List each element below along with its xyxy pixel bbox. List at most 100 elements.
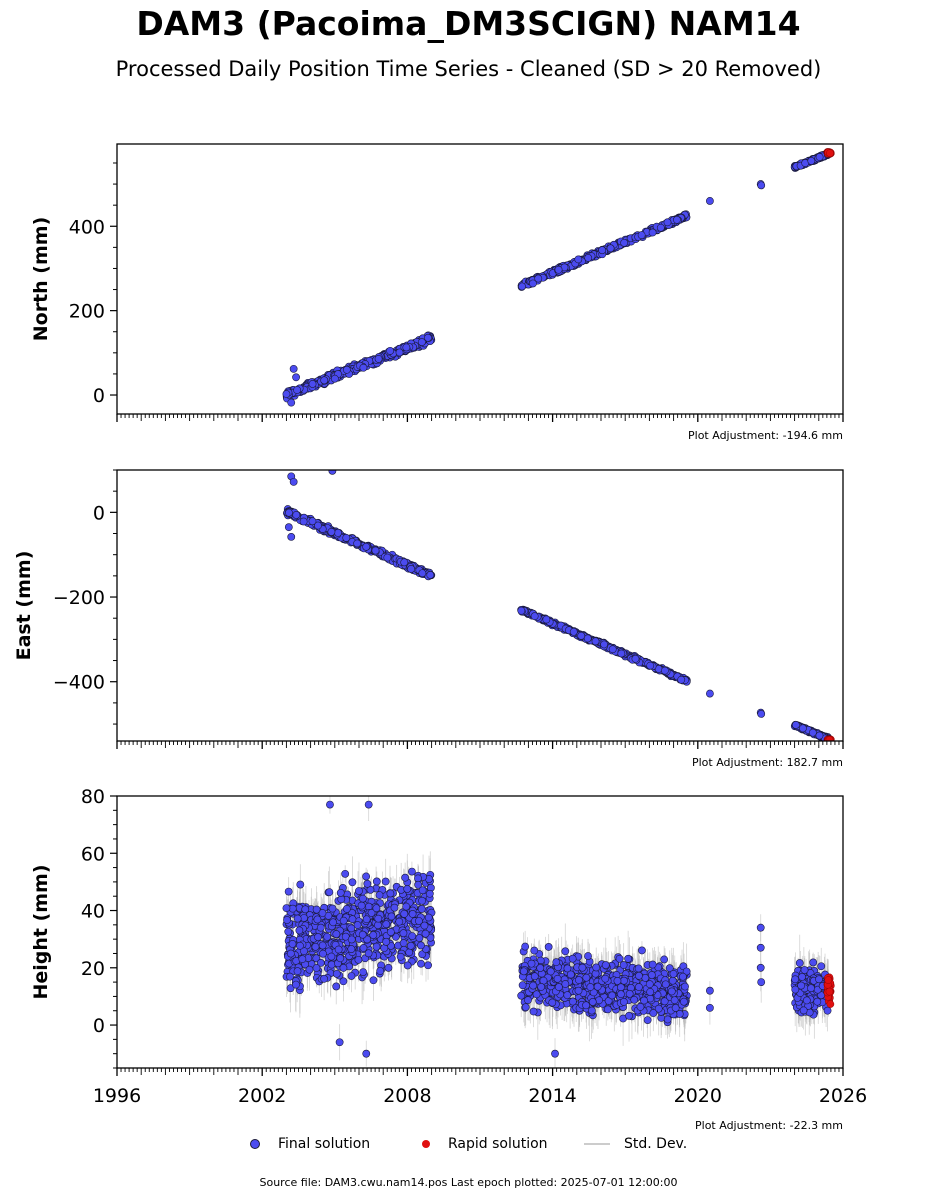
data-point <box>319 949 327 958</box>
data-point <box>367 908 376 917</box>
data-point <box>677 675 686 684</box>
data-point <box>375 891 384 900</box>
data-point <box>323 932 332 941</box>
panel-2: −400 −200 0 East (mm) Plot Adjustment: 182.7… <box>13 469 844 769</box>
data-point <box>384 963 393 972</box>
data-point <box>390 903 399 912</box>
data-point <box>424 913 433 922</box>
plot-area <box>282 796 835 1068</box>
data-point <box>426 571 435 579</box>
data-point <box>287 398 296 407</box>
data-point <box>598 246 607 255</box>
data-point <box>327 527 336 536</box>
plot-adjustment-note: Plot Adjustment: -194.6 mm <box>688 429 843 442</box>
data-point <box>396 952 405 961</box>
data-point <box>296 941 304 950</box>
data-point <box>400 909 409 918</box>
data-point <box>357 901 366 910</box>
data-point <box>399 939 408 947</box>
data-point <box>408 867 416 876</box>
data-point <box>408 932 417 941</box>
data-point <box>554 265 563 274</box>
data-point <box>617 649 626 658</box>
data-point <box>374 354 383 363</box>
data-point <box>414 880 423 889</box>
data-point <box>569 627 578 636</box>
data-point <box>355 887 363 895</box>
data-point <box>339 977 348 986</box>
data-point <box>288 939 297 948</box>
data-point <box>608 645 617 654</box>
data-point <box>382 937 391 946</box>
y-axis-label: East (mm) <box>13 551 35 661</box>
panel-1: 0 200 400 North (mm) Plot Adjustment: -194.6… <box>30 143 844 442</box>
data-point <box>799 724 807 733</box>
data-point <box>815 153 824 161</box>
data-point <box>362 542 371 551</box>
data-point <box>328 904 337 913</box>
data-point <box>418 886 427 895</box>
data-point <box>358 930 367 939</box>
data-point <box>400 558 409 567</box>
data-point <box>305 965 314 974</box>
data-point <box>395 917 404 926</box>
data-point <box>312 964 321 972</box>
data-point <box>359 968 368 977</box>
data-point <box>517 606 526 615</box>
data-point <box>318 909 327 917</box>
data-point <box>287 533 296 541</box>
plot-area <box>283 470 835 741</box>
data-point <box>308 517 317 526</box>
data-point <box>285 508 293 517</box>
data-point <box>334 945 343 954</box>
data-point <box>347 935 356 944</box>
data-point <box>289 364 298 373</box>
data-point <box>353 539 362 548</box>
data-point <box>408 910 417 918</box>
data-point <box>808 728 817 737</box>
data-point <box>330 374 339 383</box>
data-point <box>292 980 300 989</box>
data-point <box>299 517 308 526</box>
data-point <box>359 944 368 952</box>
data-point <box>325 888 334 897</box>
data-point <box>371 546 380 555</box>
data-point <box>332 982 341 991</box>
y-axis-label: North (mm) <box>30 217 52 342</box>
data-point <box>661 666 669 675</box>
data-point <box>706 689 714 698</box>
data-point <box>648 228 657 237</box>
data-point <box>353 921 362 929</box>
data-point <box>424 961 432 970</box>
data-point <box>395 348 404 357</box>
data-point <box>311 942 320 951</box>
data-point <box>301 905 310 914</box>
data-point <box>339 964 348 972</box>
data-point <box>359 363 368 372</box>
data-point <box>372 904 381 913</box>
data-point <box>318 941 327 950</box>
data-point <box>376 967 385 975</box>
data-point <box>316 959 325 967</box>
y-tick-label: 0 <box>93 385 105 407</box>
data-point <box>637 231 646 240</box>
data-point <box>328 470 337 475</box>
data-point <box>815 731 824 740</box>
data-point <box>292 373 300 382</box>
panel-frame <box>116 469 844 742</box>
data-point <box>418 896 426 905</box>
data-point <box>296 880 305 889</box>
data-point <box>308 380 317 388</box>
rapid-solution-series <box>823 148 835 158</box>
data-point <box>358 894 367 903</box>
data-point <box>282 390 291 398</box>
data-point <box>332 930 341 938</box>
y-tick-label: 200 <box>69 301 105 323</box>
data-point <box>542 615 551 624</box>
y-tick-label: 0 <box>93 502 105 524</box>
data-point <box>369 931 378 939</box>
data-point <box>383 553 392 562</box>
data-point <box>342 904 351 913</box>
data-point <box>381 877 390 886</box>
